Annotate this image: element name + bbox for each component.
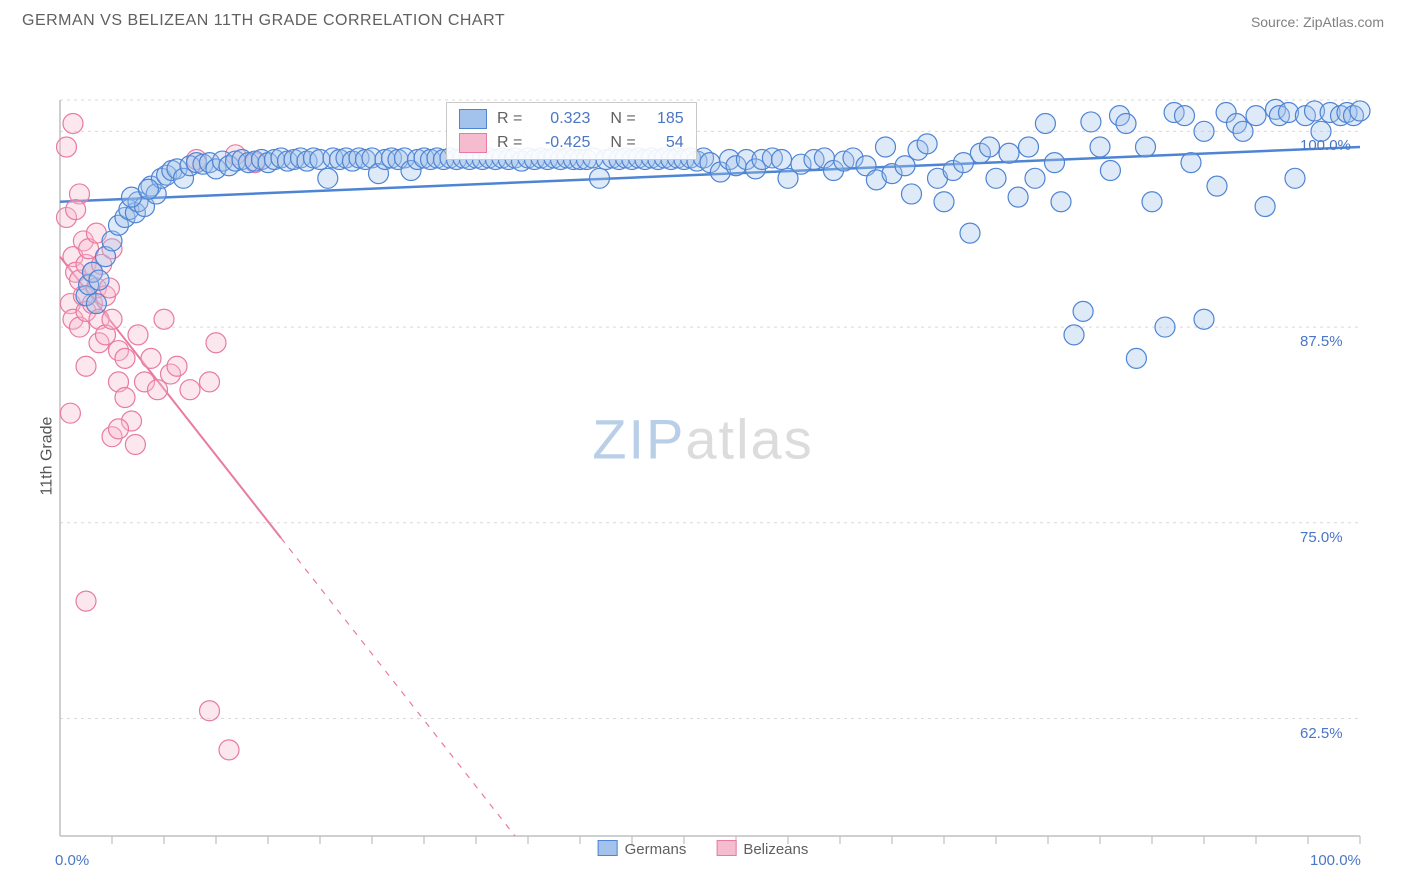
- x-tick-label: 0.0%: [55, 852, 89, 869]
- legend-label: Belizeans: [743, 841, 808, 858]
- legend-swatch: [459, 133, 487, 153]
- legend-swatch: [716, 840, 736, 856]
- source-prefix: Source:: [1251, 14, 1303, 30]
- y-tick-label: 100.0%: [1300, 137, 1351, 154]
- scatter-plot: [0, 36, 1406, 876]
- y-tick-label: 62.5%: [1300, 725, 1343, 742]
- legend-item: Germans: [598, 840, 687, 858]
- x-tick-label: 100.0%: [1310, 852, 1361, 869]
- source-attribution: Source: ZipAtlas.com: [1251, 14, 1384, 30]
- legend-swatch: [459, 109, 487, 129]
- y-tick-label: 75.0%: [1300, 529, 1343, 546]
- y-axis-label: 11th Grade: [38, 417, 56, 496]
- correlation-legend: R = 0.323 N = 185 R = -0.425 N = 54: [446, 102, 697, 160]
- source-link[interactable]: ZipAtlas.com: [1303, 14, 1384, 30]
- legend-r-value: -0.425: [532, 131, 590, 155]
- chart-area: 11th Grade ZIPatlas R =0.323N =185R =-0.…: [0, 36, 1406, 876]
- legend-row: R = 0.323 N = 185: [459, 107, 684, 131]
- legend-n-label: N =: [610, 131, 635, 155]
- chart-header: GERMAN VS BELIZEAN 11TH GRADE CORRELATIO…: [0, 0, 1406, 36]
- legend-r-value: 0.323: [532, 107, 590, 131]
- chart-title: GERMAN VS BELIZEAN 11TH GRADE CORRELATIO…: [22, 12, 505, 30]
- legend-r-label: R =: [497, 107, 522, 131]
- legend-swatch: [598, 840, 618, 856]
- legend-item: Belizeans: [716, 840, 808, 858]
- y-tick-label: 87.5%: [1300, 333, 1343, 350]
- legend-r-label: R =: [497, 131, 522, 155]
- legend-label: Germans: [625, 841, 687, 858]
- legend-n-value: 185: [646, 107, 684, 131]
- series-legend: Germans Belizeans: [598, 840, 809, 858]
- legend-n-value: 54: [646, 131, 684, 155]
- legend-row: R = -0.425 N = 54: [459, 131, 684, 155]
- legend-n-label: N =: [610, 107, 635, 131]
